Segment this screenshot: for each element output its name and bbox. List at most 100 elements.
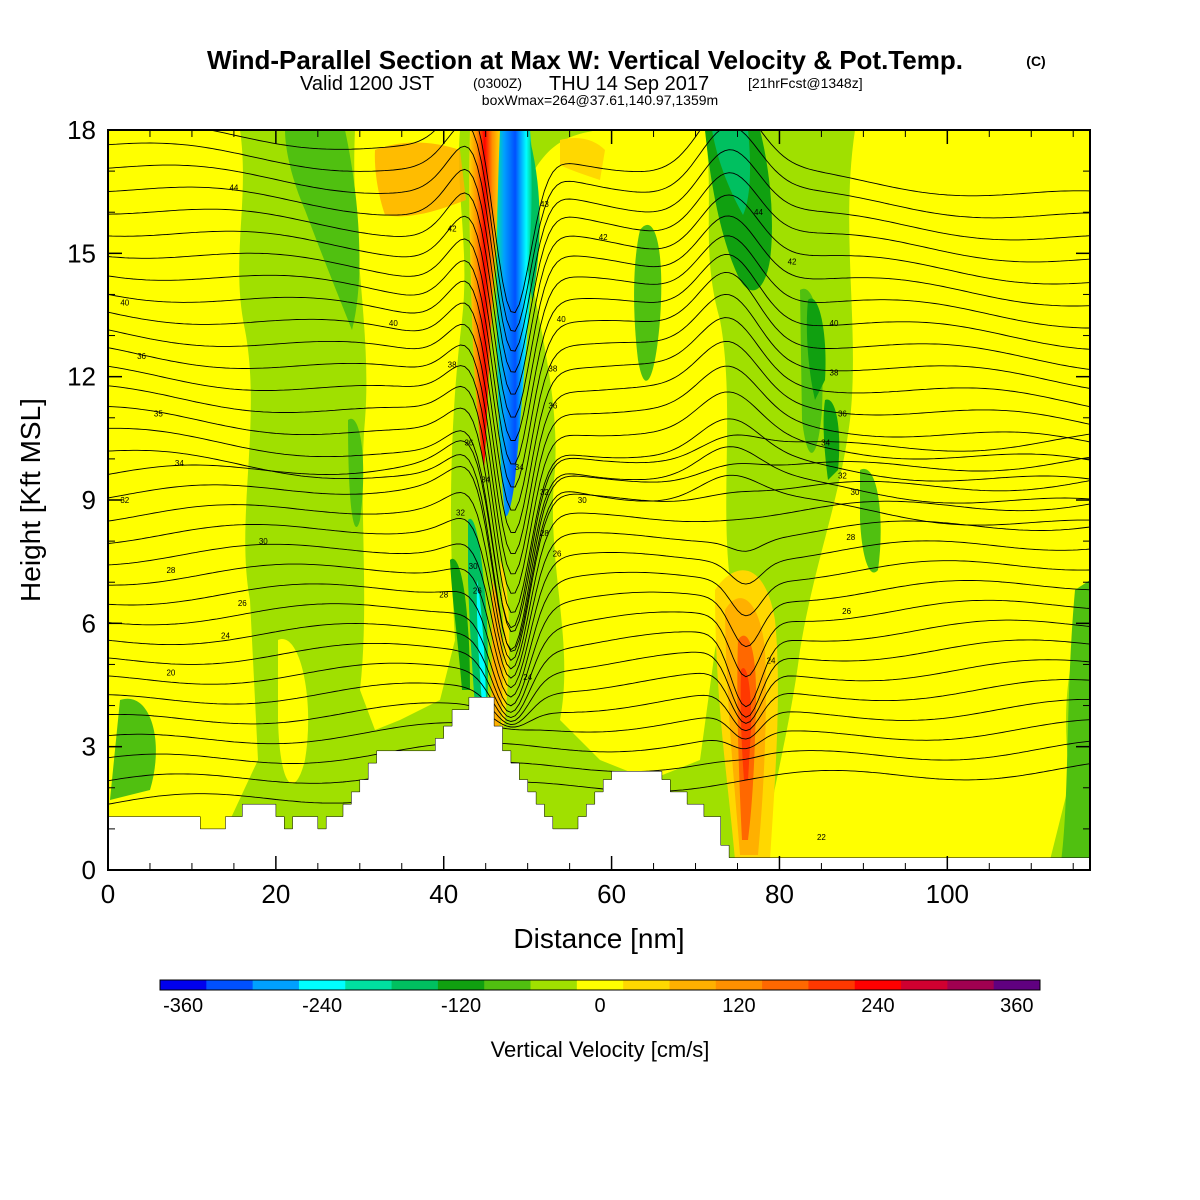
contour-label: 36 <box>137 352 146 361</box>
isentrope-line <box>108 293 1090 511</box>
contour-label: 40 <box>389 319 398 328</box>
contour-label: 26 <box>238 599 247 608</box>
contour-label: 32 <box>456 508 465 517</box>
colorbar-swatch <box>437 980 485 990</box>
weak-downdraft-region <box>110 698 156 800</box>
contour-label: 43 <box>540 200 549 209</box>
x-tick-label: 60 <box>597 879 626 909</box>
colorbar-swatch <box>484 980 532 990</box>
y-tick-label: 6 <box>82 608 96 638</box>
contour-label: 42 <box>788 258 797 267</box>
contour-label: 20 <box>166 669 175 678</box>
isentrope-line <box>108 740 1090 784</box>
isentrope-line <box>108 406 1090 613</box>
colorbar-tick-label: 240 <box>861 995 894 1017</box>
downdraft-band-east-2 <box>806 298 826 400</box>
colorbar-swatch <box>298 980 346 990</box>
contour-label: 32 <box>838 471 847 480</box>
isentrope-line <box>108 580 1090 707</box>
y-tick-label: 3 <box>82 732 96 762</box>
weak-updraft-region <box>520 130 730 780</box>
colorbar-tick-label: 0 <box>594 995 605 1017</box>
colorbar-swatch <box>762 980 809 990</box>
colorbar: -360 -240 -120 0 120 240 360 <box>159 979 1041 1017</box>
updraft-plume-east-core <box>740 668 752 780</box>
contour-label: 42 <box>448 225 457 234</box>
subtitle-valid: Valid 1200 JST <box>300 73 434 95</box>
x-tick-label: 100 <box>926 879 969 909</box>
downdraft-band-east <box>705 130 772 291</box>
chart-title: Wind-Parallel Section at Max W: Vertical… <box>207 45 963 75</box>
terrain-mask <box>108 697 1090 870</box>
potential-temperature-contours <box>108 130 1090 805</box>
contour-labels: 44 40 36 35 34 32 30 28 26 24 20 42 40 38 36 34 32 30 28 26… <box>120 184 860 843</box>
colorbar-swatch <box>854 980 902 990</box>
colorbar-swatch <box>947 980 995 990</box>
subtitle-zulu: (0300Z) <box>473 75 522 91</box>
colorbar-swatch <box>160 980 207 990</box>
contour-label: 40 <box>830 319 839 328</box>
colorbar-swatch <box>993 980 1041 990</box>
isentrope-line <box>108 540 1090 689</box>
isentrope-line <box>108 659 1090 726</box>
contour-label: 30 <box>851 488 860 497</box>
contour-label: 32 <box>120 496 129 505</box>
weak-updraft-region <box>278 639 309 784</box>
contour-label: 44 <box>229 184 238 193</box>
y-tick-label: 18 <box>67 115 96 145</box>
contour-label: 34 <box>481 475 490 484</box>
colorbar-swatch <box>252 980 300 990</box>
y-axis-title: Height [Kft MSL] <box>15 398 46 602</box>
weak-updraft-region <box>108 130 258 870</box>
contour-label: 28 <box>439 591 448 600</box>
contour-label: 36 <box>548 401 557 410</box>
plot-area: 44 40 36 35 34 32 30 28 26 24 20 42 40 38 36 34 32 30 28 26… <box>108 130 1090 870</box>
isentrope-line <box>108 679 1090 732</box>
contour-label: 24 <box>221 632 230 641</box>
contour-label: 30 <box>259 537 268 546</box>
contour-label: 26 <box>473 586 482 595</box>
contour-label: 38 <box>548 364 557 373</box>
contour-label: 28 <box>846 533 855 542</box>
contour-label: 34 <box>515 463 524 472</box>
isentrope-line <box>108 480 1090 661</box>
isentrope-line <box>108 145 1090 352</box>
updraft-fringe <box>374 142 466 217</box>
isentrope-line <box>108 215 1090 418</box>
isentrope-line <box>108 763 1090 805</box>
x-tick-label: 80 <box>765 879 794 909</box>
contour-label: 36 <box>838 410 847 419</box>
downdraft-band-east-3 <box>823 399 840 480</box>
colorbar-swatch <box>623 980 670 990</box>
colorbar-swatch <box>530 980 578 990</box>
contour-label: 34 <box>821 438 830 447</box>
contour-label: 34 <box>175 459 184 468</box>
weak-downdraft-region <box>348 418 364 527</box>
isentrope-line <box>108 619 1090 718</box>
colorbar-swatch <box>901 980 948 990</box>
contour-label: 38 <box>830 369 839 378</box>
colorbar-swatch <box>206 980 254 990</box>
contour-label: 24 <box>767 656 776 665</box>
isentrope-line <box>108 317 1090 533</box>
colorbar-swatch <box>715 980 763 990</box>
isentrope-line <box>108 560 1090 698</box>
x-axis-title: Distance [nm] <box>513 923 684 954</box>
isentrope-line <box>108 168 1090 373</box>
isentrope-line <box>108 365 1090 575</box>
contour-label: 22 <box>817 833 826 842</box>
isentrope-line <box>108 130 1090 332</box>
weak-updraft-region <box>354 130 465 730</box>
contour-label: 40 <box>557 315 566 324</box>
isentrope-line <box>108 599 1090 713</box>
colorbar-tick-label: -360 <box>163 995 203 1017</box>
isentrope-line <box>108 340 1090 555</box>
isentrope-line <box>108 254 1090 465</box>
colorbar-swatch <box>669 980 717 990</box>
contour-label: 36 <box>464 438 473 447</box>
colorbar-tick-label: -120 <box>441 995 481 1017</box>
copyright-mark: (C) <box>1026 53 1045 69</box>
box-wmax-note: boxWmax=264@37.61,140.97,1359m <box>482 92 718 108</box>
isentrope-line <box>207 130 1090 314</box>
